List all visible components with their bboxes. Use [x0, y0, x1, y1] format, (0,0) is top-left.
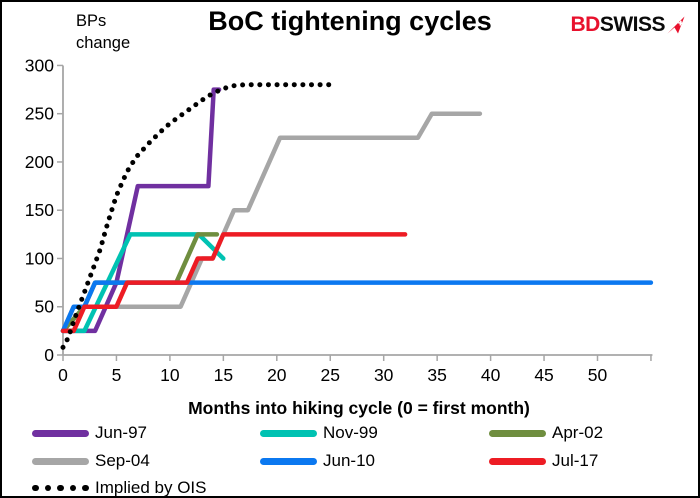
legend-label: Jul-17 [552, 451, 599, 470]
legend-label: Jun-10 [323, 451, 375, 470]
legend-dotted-swatch [32, 484, 89, 492]
x-tick-label: 15 [214, 365, 233, 385]
y-tick-label: 200 [25, 152, 54, 172]
legend-label: Sep-04 [95, 451, 150, 470]
x-tick-label: 10 [160, 365, 180, 385]
series-line-nov-99 [60, 232, 226, 334]
x-tick-label: 50 [588, 365, 608, 385]
legend-swatch [32, 429, 89, 437]
x-tick-label: 45 [534, 365, 553, 385]
y-tick-label: 250 [25, 104, 54, 124]
legend-swatch [260, 457, 317, 465]
legend-label: Jun-97 [95, 423, 147, 442]
x-tick-label: 40 [481, 365, 501, 385]
x-axis-title: Months into hiking cycle (0 = first mont… [188, 398, 530, 418]
legend-item-jun-10: Jun-10 [260, 452, 375, 470]
y-tick-label: 50 [35, 297, 55, 317]
series-line-implied-by-ois [60, 82, 339, 350]
x-tick-label: 30 [374, 365, 394, 385]
legend-item-jul-17: Jul-17 [489, 452, 598, 470]
bdswiss-logo: BD SWISS [570, 13, 686, 37]
logo-swiss-text: SWISS [599, 13, 666, 36]
legend-label: Apr-02 [552, 423, 604, 442]
y-tick-label: 150 [25, 200, 54, 220]
series-line-jul-17 [60, 232, 408, 334]
y-tick-label: 0 [44, 345, 54, 365]
series-line-sep-04 [60, 111, 483, 334]
series-line-jun-97 [60, 87, 222, 334]
x-tick-label: 25 [321, 365, 340, 385]
legend-item-implied-by-ois: Implied by OIS [32, 478, 207, 497]
legend-item-nov-99: Nov-99 [260, 424, 378, 442]
legend-item-jun-97: Jun-97 [32, 424, 147, 442]
legend-swatch [489, 457, 546, 465]
legend-label: Implied by OIS [95, 478, 207, 497]
chart-title: BoC tightening cycles [208, 6, 492, 36]
x-tick-label: 5 [112, 365, 122, 385]
y-tick-label: 300 [25, 55, 54, 75]
logo-arrow-icon [667, 16, 685, 34]
legend-item-apr-02: Apr-02 [489, 424, 603, 442]
y-tick-label: 100 [25, 248, 54, 268]
legend-label: Nov-99 [323, 423, 378, 442]
legend-swatch [489, 429, 546, 437]
legend-item-sep-04: Sep-04 [32, 452, 150, 470]
legend-swatch [32, 457, 89, 465]
legend-swatch [260, 429, 317, 437]
x-tick-label: 20 [267, 365, 287, 385]
logo-bd-text: BD [570, 13, 600, 36]
x-tick-label: 35 [427, 365, 446, 385]
x-tick-label: 0 [58, 365, 68, 385]
y-axis-unit-label: BPs change [76, 12, 131, 52]
